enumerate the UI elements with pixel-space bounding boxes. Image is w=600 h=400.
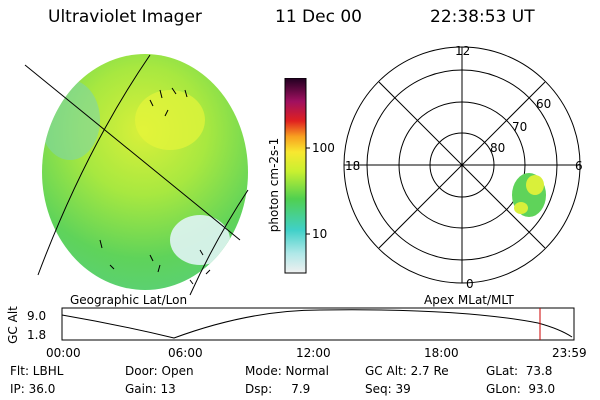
auroral-oval-bright	[514, 202, 528, 214]
mode-readout: Mode: Normal	[245, 364, 329, 378]
glon-readout: GLon: 93.0	[486, 382, 556, 396]
time-tick-2359: 23:59	[552, 346, 587, 360]
geo-gridline	[37, 54, 151, 276]
geographic-label: Geographic Lat/Lon	[70, 293, 188, 307]
gain-readout: Gain: 13	[125, 382, 176, 396]
filter-readout: Flt: LBHL	[10, 364, 64, 378]
time-tick-0600: 06:00	[168, 346, 203, 360]
faint-patch	[170, 215, 230, 265]
time-tick-0000: 00:00	[46, 346, 81, 360]
colorbar-scale	[284, 78, 307, 274]
emission-fill	[42, 54, 248, 290]
coastline-segments	[99, 87, 211, 285]
mlt-label-0: 0	[466, 277, 474, 291]
mlt-label-18: 18	[345, 159, 361, 173]
door-readout: Door: Open	[125, 364, 194, 378]
geo-gridline	[24, 64, 241, 241]
bright-patch	[135, 90, 205, 150]
time-tick-1800: 18:00	[424, 346, 459, 360]
cyan-patch	[42, 80, 100, 160]
altitude-frame	[61, 307, 575, 341]
ip-readout: IP: 36.0	[10, 382, 56, 396]
geographic-image	[24, 54, 249, 296]
gcalt-readout: GC Alt: 2.7 Re	[365, 364, 449, 378]
altitude-curve	[61, 309, 573, 339]
glat-readout: GLat: 73.8	[486, 364, 553, 378]
mlt-label-12: 12	[455, 44, 471, 58]
altitude-ytick-top: 9.0	[27, 309, 47, 323]
apex-label: Apex MLat/MLT	[424, 293, 514, 307]
polar-meridian	[378, 81, 546, 249]
altitude-plot	[61, 307, 575, 341]
colorbar-unit-label: photon cm-2s-1	[267, 137, 281, 233]
instrument-title: Ultraviolet Imager	[48, 7, 202, 27]
observation-date: 11 Dec 00	[275, 7, 362, 27]
colorbar	[284, 78, 310, 274]
altitude-ylabel: GC Alt	[6, 306, 20, 344]
geo-gridline	[189, 189, 249, 296]
colorbar-tick-100: 100	[312, 141, 335, 155]
observation-time: 22:38:53 UT	[430, 7, 535, 27]
dsp-readout: Dsp: 7.9	[245, 382, 311, 396]
polar-plot	[343, 46, 581, 284]
lat-label-80: 80	[490, 141, 506, 155]
mlt-label-6: 6	[575, 159, 583, 173]
lat-label-70: 70	[512, 120, 528, 134]
seq-readout: Seq: 39	[365, 382, 411, 396]
altitude-ytick-bottom: 1.8	[27, 328, 47, 342]
lat-label-60: 60	[536, 97, 552, 111]
time-tick-1200: 12:00	[296, 346, 331, 360]
auroral-oval-bright	[526, 175, 544, 195]
colorbar-tick-10: 10	[312, 227, 328, 241]
